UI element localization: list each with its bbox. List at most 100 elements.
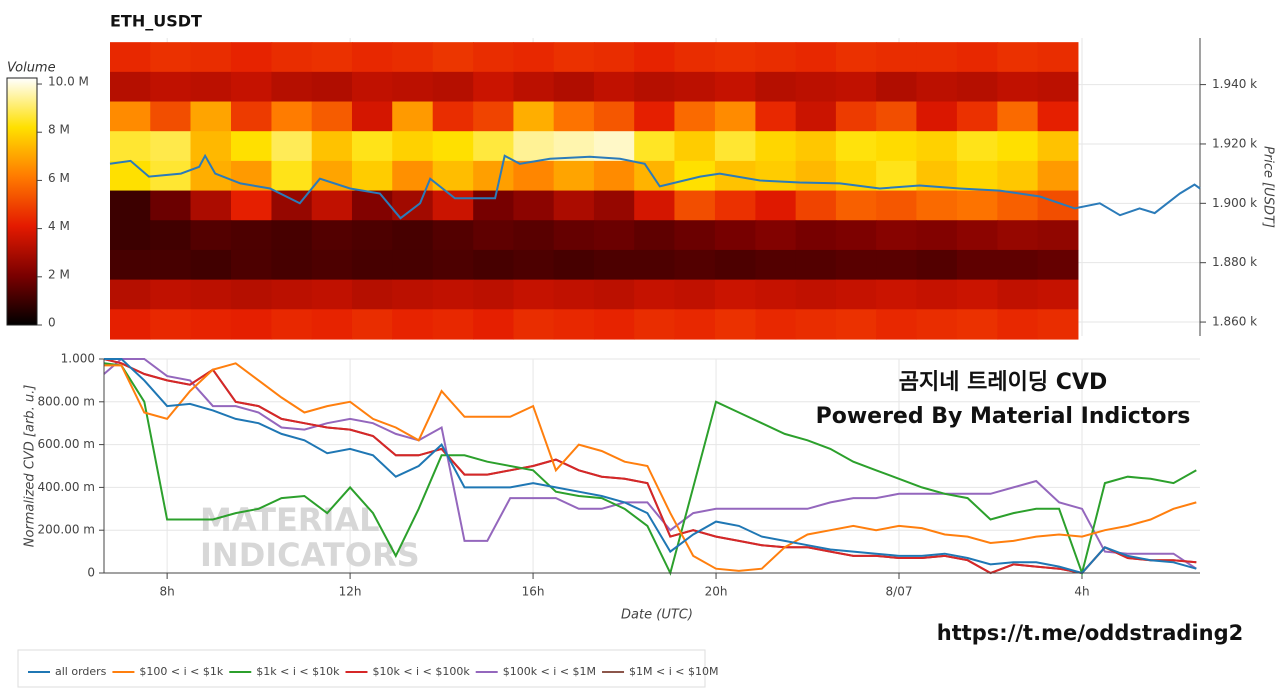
heatmap-cell: [835, 309, 877, 340]
heatmap-cell: [634, 279, 676, 310]
heatmap-cell: [271, 71, 313, 103]
heatmap-cell: [1037, 220, 1079, 251]
heatmap-cell: [714, 42, 757, 73]
heatmap-cell: [110, 309, 151, 340]
y-tick-label: 1.920 k: [1212, 136, 1257, 150]
heatmap-cell: [553, 309, 595, 340]
y-axis-label: Price [USDT]: [1261, 146, 1276, 228]
heatmap-cell: [674, 101, 716, 132]
heatmap-cell: [351, 279, 393, 310]
heatmap-cell: [351, 131, 393, 162]
heatmap-cell: [634, 190, 676, 221]
heatmap-cell: [634, 249, 676, 281]
x-tick-label: 16h: [522, 585, 545, 599]
heatmap-cell: [1037, 309, 1079, 340]
heatmap-cell: [997, 220, 1039, 251]
heatmap-cell: [916, 190, 958, 221]
heatmap-cell: [876, 131, 918, 162]
heatmap-cell: [473, 249, 515, 281]
heatmap-cell: [593, 42, 635, 73]
heatmap-cell: [876, 309, 918, 340]
heatmap-cell: [593, 249, 635, 281]
chart-title: ETH_USDT: [110, 12, 202, 31]
heatmap-cell: [230, 309, 273, 340]
x-tick-label: 8/07: [886, 585, 913, 599]
heatmap-cell: [876, 101, 918, 132]
heatmap-cell: [916, 42, 958, 73]
heatmap-cell: [876, 71, 918, 103]
heatmap-cell: [634, 71, 676, 103]
heatmap-cell: [835, 249, 877, 281]
heatmap-cell: [795, 220, 837, 251]
heatmap-cell: [674, 309, 716, 340]
heatmap-cell: [634, 131, 676, 162]
heatmap-cell: [593, 101, 635, 132]
heatmap-cell: [351, 160, 393, 192]
annotation: Powered By Material Indictors: [816, 404, 1191, 429]
heatmap-cell: [755, 249, 797, 281]
heatmap-cell: [795, 160, 837, 192]
heatmap-cell: [351, 190, 393, 221]
heatmap-cell: [190, 42, 232, 73]
heatmap-cell: [311, 249, 353, 281]
heatmap-cell: [473, 190, 515, 221]
heatmap-cell: [513, 42, 555, 73]
heatmap-cell: [473, 71, 515, 103]
series-line: [103, 362, 1197, 577]
heatmap-cell: [110, 220, 151, 251]
colorbar-tick-label: 4 M: [48, 219, 70, 233]
heatmap-cell: [432, 131, 475, 162]
legend-label: $100 < i < $1k: [139, 665, 223, 678]
heatmap-cell: [916, 309, 958, 340]
heatmap-cell: [392, 131, 434, 162]
heatmap-cell: [432, 42, 475, 73]
heatmap-cell: [230, 279, 273, 310]
heatmap-cell: [553, 42, 595, 73]
heatmap-cell: [392, 249, 434, 281]
heatmap-cell: [351, 220, 393, 251]
heatmap-cell: [150, 279, 192, 310]
heatmap-cell: [110, 160, 151, 192]
heatmap-cell: [1037, 190, 1079, 221]
colorbar-tick-label: 0: [48, 316, 56, 330]
heatmap-cell: [674, 279, 716, 310]
y-tick-label: 1.900 k: [1212, 196, 1257, 210]
heatmap-cell: [755, 101, 797, 132]
heatmap-cell: [714, 309, 757, 340]
heatmap-cell: [392, 101, 434, 132]
heatmap-cell: [795, 71, 837, 103]
heatmap-cell: [916, 101, 958, 132]
heatmap-cell: [755, 279, 797, 310]
colorbar-tick-label: 2 M: [48, 267, 70, 281]
heatmap-cell: [714, 71, 757, 103]
heatmap-cell: [392, 220, 434, 251]
heatmap-cell: [674, 220, 716, 251]
y-tick-label: 0: [87, 566, 95, 580]
heatmap-cell: [473, 279, 515, 310]
heatmap-cell: [795, 42, 837, 73]
heatmap-cell: [190, 279, 232, 310]
heatmap-cell: [432, 279, 475, 310]
heatmap-cell: [230, 220, 273, 251]
heatmap-cell: [876, 220, 918, 251]
heatmap-cell: [1037, 249, 1079, 281]
heatmap-cell: [956, 160, 999, 192]
heatmap-cell: [230, 190, 273, 221]
heatmap-cell: [755, 190, 797, 221]
heatmap-cell: [150, 190, 192, 221]
heatmap-cell: [876, 190, 918, 221]
heatmap-cell: [1037, 71, 1079, 103]
series-line: [103, 358, 1197, 575]
heatmap-cell: [634, 101, 676, 132]
watermark: MATERIAL: [200, 501, 380, 539]
heatmap-cell: [190, 220, 232, 251]
heatmap-cell: [473, 101, 515, 132]
colorbar-label: Volume: [7, 61, 56, 76]
heatmap-cell: [956, 101, 999, 132]
heatmap-cell: [271, 131, 313, 162]
heatmap-cell: [230, 71, 273, 103]
series-line: [103, 358, 1197, 570]
heatmap-cell: [997, 101, 1039, 132]
heatmap-cell: [513, 279, 555, 310]
heatmap-cell: [876, 42, 918, 73]
